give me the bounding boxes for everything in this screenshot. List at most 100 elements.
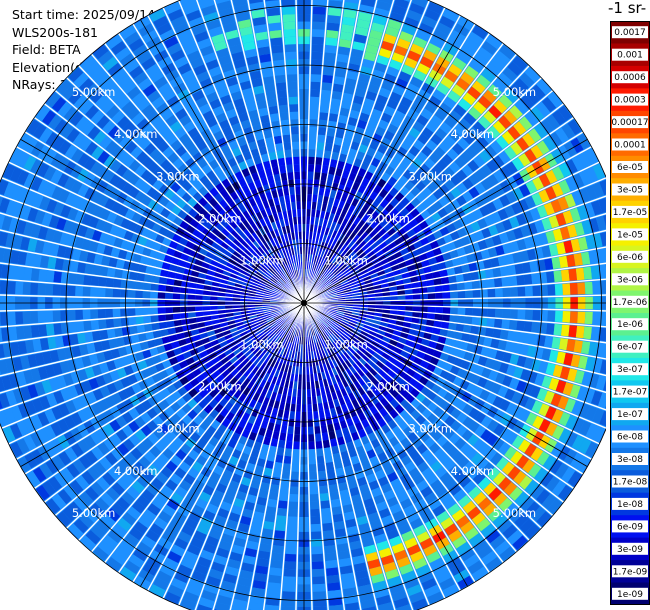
beta-cell — [87, 466, 101, 480]
beta-cell — [425, 139, 438, 152]
beta-cell — [266, 269, 274, 276]
beta-cell — [37, 226, 49, 240]
beta-cell — [416, 351, 426, 360]
beta-cell — [241, 346, 250, 354]
ray-separator — [303, 302, 575, 489]
beta-cell — [60, 467, 74, 483]
beta-cell — [251, 278, 260, 284]
beta-cell — [167, 271, 176, 279]
beta-cell — [311, 239, 316, 248]
beta-cell — [160, 388, 171, 399]
beta-cell — [273, 423, 281, 433]
beta-cell — [506, 230, 517, 242]
beta-cell — [373, 101, 385, 112]
beta-cell — [67, 285, 76, 296]
beta-cell — [170, 182, 181, 193]
beta-cell — [404, 383, 414, 393]
beta-cell — [101, 255, 111, 266]
beta-cell — [134, 429, 147, 442]
beta-cell — [409, 348, 419, 356]
beta-cell — [0, 344, 5, 358]
beta-cell — [363, 129, 374, 140]
beta-cell — [393, 0, 410, 9]
beta-cell — [447, 90, 461, 103]
beta-cell — [338, 550, 350, 560]
beta-cell — [210, 259, 219, 267]
beta-cell — [109, 174, 121, 187]
beta-cell — [82, 309, 91, 320]
beta-cell — [402, 345, 412, 353]
beta-cell — [237, 577, 252, 587]
beta-cell — [158, 370, 169, 380]
beta-cell — [406, 353, 416, 362]
beta-cell — [104, 396, 116, 408]
beta-cell — [429, 240, 440, 250]
beta-cell — [108, 338, 118, 349]
beta-cell — [531, 400, 543, 414]
beta-cell — [217, 296, 226, 301]
beta-cell — [192, 244, 202, 253]
beta-cell — [256, 271, 264, 278]
beta-cell — [496, 457, 509, 471]
beta-cell — [39, 255, 50, 268]
beta-cell — [115, 429, 128, 442]
beta-cell — [44, 183, 57, 197]
beta-cell — [246, 540, 259, 551]
beta-cell — [456, 515, 470, 529]
beta-cell — [2, 426, 16, 443]
beta-cell — [165, 460, 178, 473]
beta-cell — [312, 36, 324, 45]
beta-cell — [317, 195, 324, 204]
beta-cell — [427, 401, 438, 413]
beta-cell — [468, 31, 484, 46]
beta-cell — [415, 392, 426, 403]
beta-cell — [359, 4, 374, 15]
beta-cell — [490, 338, 500, 349]
beta-cell — [430, 133, 443, 146]
beta-cell — [192, 191, 203, 202]
beta-cell — [232, 598, 248, 609]
beta-cell — [569, 282, 578, 295]
beta-cell — [277, 346, 283, 354]
beta-cell — [358, 346, 367, 354]
beta-cell — [268, 267, 276, 275]
beta-cell — [219, 587, 234, 599]
beta-cell — [192, 353, 202, 362]
beta-cell — [372, 320, 381, 326]
beta-cell — [361, 243, 370, 252]
beta-cell — [394, 192, 405, 202]
beta-cell — [137, 541, 152, 556]
beta-cell — [249, 287, 257, 292]
beta-cell — [481, 462, 495, 476]
ray-separator — [194, 302, 305, 610]
beta-cell — [270, 359, 277, 368]
beta-cell — [165, 313, 174, 321]
beta-cell — [456, 182, 468, 194]
beta-cell — [198, 597, 215, 609]
beta-cell — [481, 130, 495, 144]
beta-cell — [215, 223, 225, 232]
beta-cell — [305, 359, 309, 367]
beta-cell — [71, 443, 84, 458]
beta-cell — [181, 524, 195, 537]
beta-cell — [341, 169, 350, 179]
beta-cell — [73, 496, 88, 512]
beta-cell — [97, 442, 110, 456]
beta-cell — [328, 237, 335, 246]
beta-cell — [390, 478, 402, 489]
beta-cell — [73, 72, 89, 88]
beta-cell — [180, 344, 190, 353]
beta-cell — [505, 402, 517, 415]
beta-cell — [402, 253, 412, 261]
beta-cell — [178, 338, 187, 347]
beta-cell — [165, 366, 175, 376]
beta-cell — [454, 437, 467, 450]
beta-cell — [327, 262, 334, 270]
beta-cell — [189, 323, 198, 330]
beta-cell — [424, 437, 436, 448]
beta-cell — [86, 252, 96, 263]
beta-cell — [357, 210, 366, 220]
beta-cell — [324, 52, 336, 61]
beta-cell — [293, 434, 300, 442]
beta-cell — [522, 210, 534, 223]
